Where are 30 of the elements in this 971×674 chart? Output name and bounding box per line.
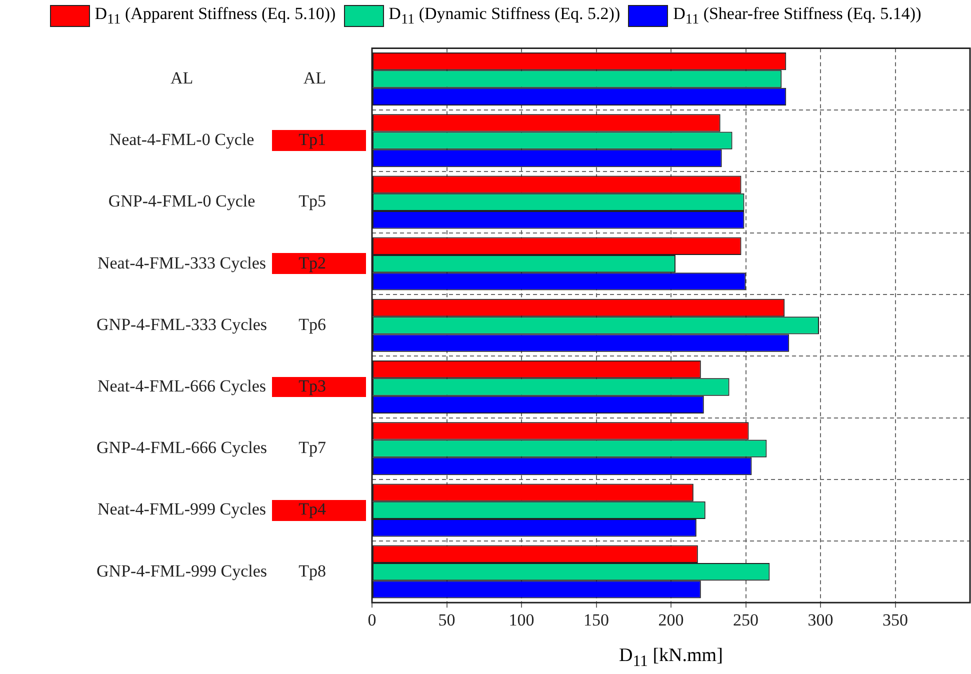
x-tick-label: 300 bbox=[808, 610, 834, 630]
x-tick-label: 0 bbox=[368, 610, 376, 630]
y-tick-label: GNP-4-FML-0 Cycle bbox=[108, 192, 256, 211]
y2-tick-label: Tp1 bbox=[298, 130, 326, 150]
y-tick-label: Neat-4-FML-333 Cycles bbox=[97, 253, 266, 272]
y2-tick-label: Tp6 bbox=[298, 314, 326, 334]
x-axis-title: D$_{11}$ [kN.mm] bbox=[619, 645, 723, 671]
y2-tick-label: Tp3 bbox=[298, 376, 326, 396]
y2-tick-label: Tp8 bbox=[298, 561, 326, 580]
legend-label: D$_{11}$ (Dynamic Stiffness (Eq. 5.2)) bbox=[388, 4, 620, 28]
x-tick-label: 350 bbox=[882, 610, 908, 630]
y2-tick-label: Tp4 bbox=[298, 500, 326, 519]
y2-tick-label: Tp2 bbox=[298, 253, 326, 272]
y2-tick-label: AL bbox=[303, 68, 326, 88]
y-tick-label: AL bbox=[170, 68, 194, 88]
x-tick-label: 50 bbox=[438, 610, 456, 630]
y-tick-label: Neat-4-FML-999 Cycles bbox=[97, 500, 266, 519]
x-tick-label: 100 bbox=[508, 610, 534, 630]
y-tick-label: GNP-4-FML-666 Cycles bbox=[96, 438, 267, 458]
x-tick-label: 200 bbox=[658, 610, 684, 630]
y-tick-label: Neat-4-FML-0 Cycle bbox=[109, 130, 254, 150]
y2-tick-label: Tp5 bbox=[298, 192, 326, 211]
x-tick-label: 150 bbox=[584, 610, 609, 630]
legend-label: D$_{11}$ (Apparent Stiffness (Eq. 5.10)) bbox=[94, 4, 336, 28]
y2-tick-label: Tp7 bbox=[298, 438, 326, 458]
legend-label: D$_{11}$ (Shear-free Stiffness (Eq. 5.14)) bbox=[673, 4, 922, 28]
y-tick-label: Neat-4-FML-666 Cycles bbox=[97, 376, 266, 396]
x-tick-label: 250 bbox=[733, 610, 758, 630]
y-tick-label: GNP-4-FML-333 Cycles bbox=[96, 314, 267, 334]
y-tick-label: GNP-4-FML-999 Cycles bbox=[96, 561, 267, 580]
